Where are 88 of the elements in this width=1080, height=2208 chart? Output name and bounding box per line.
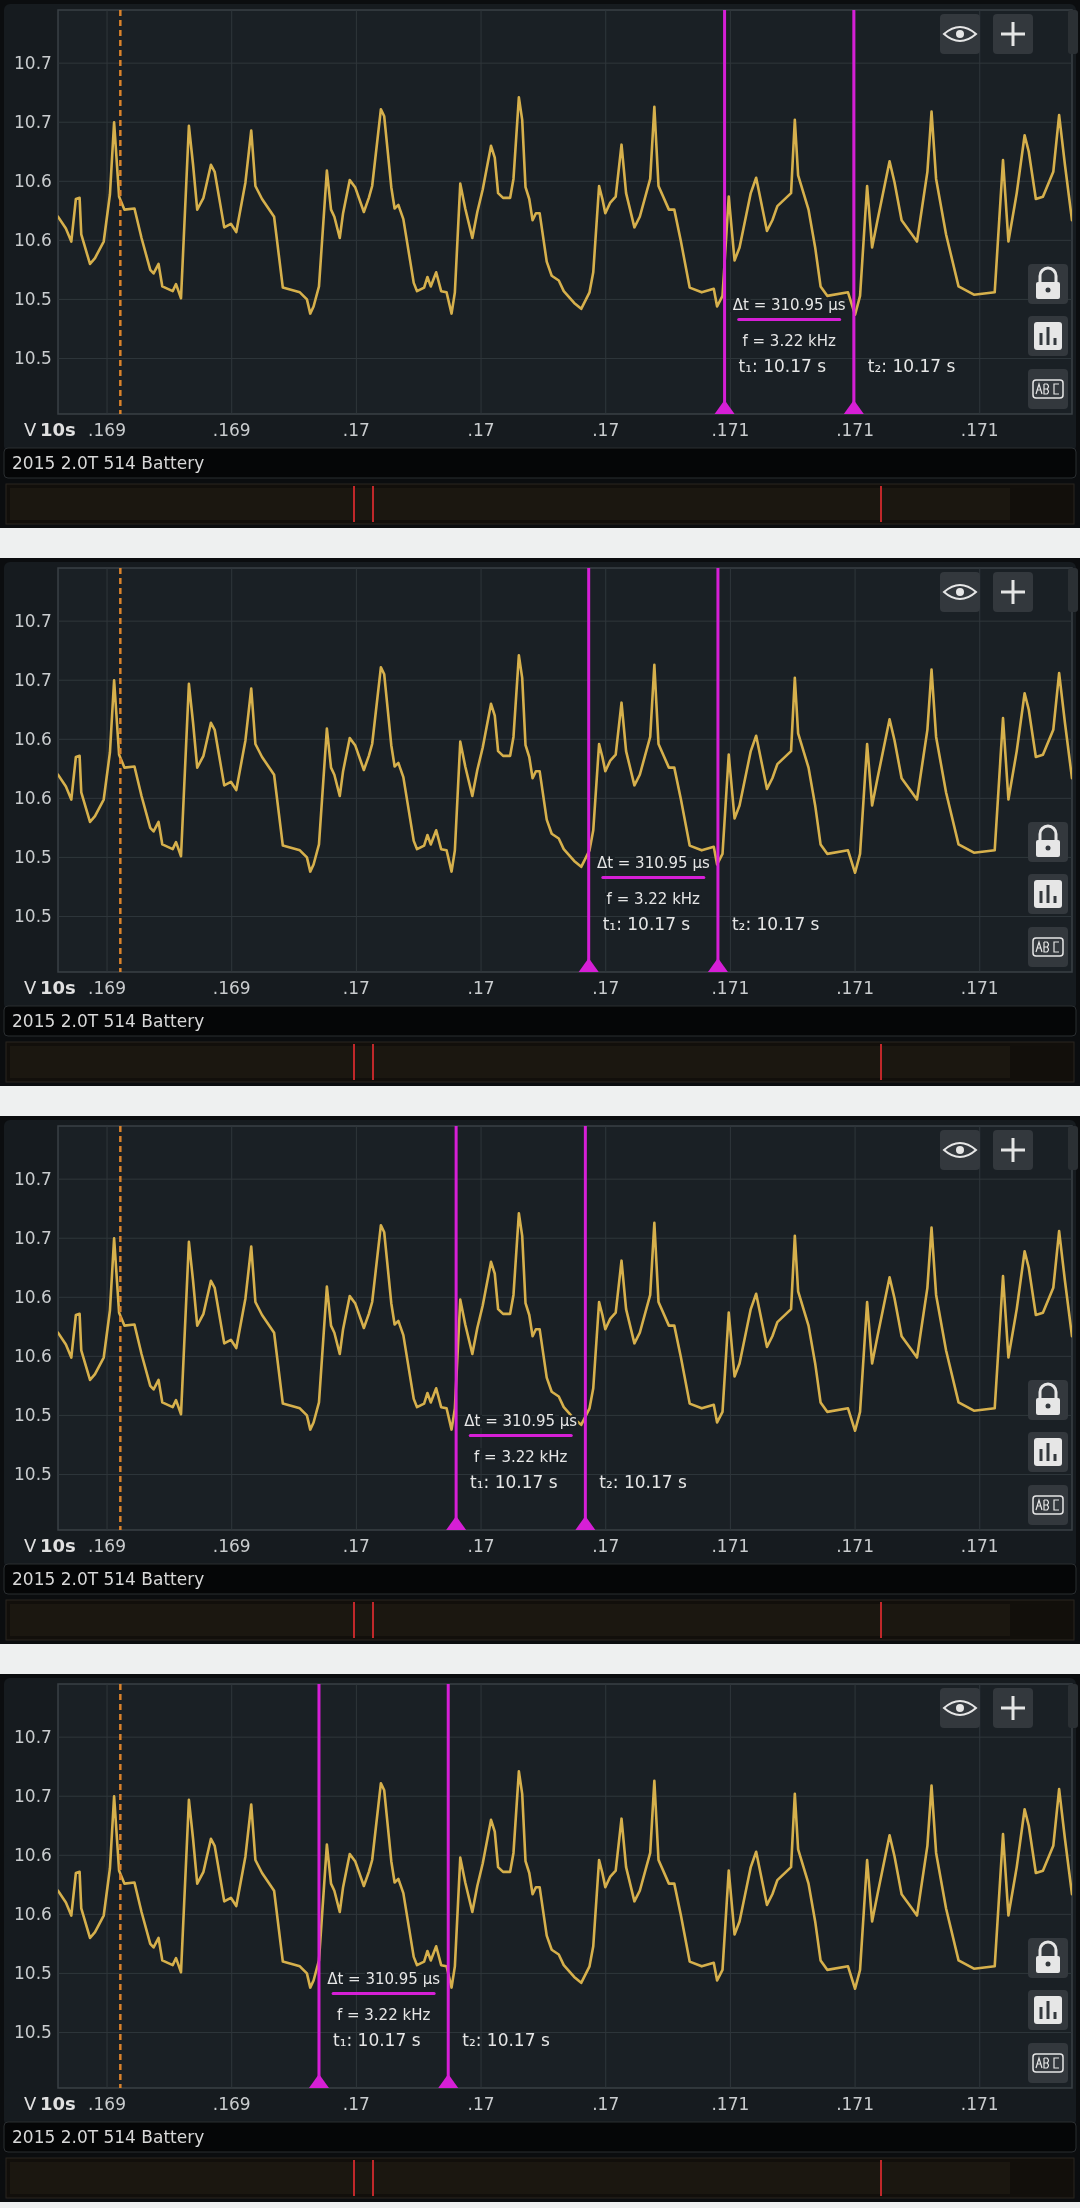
x-tick-label: .171 (960, 1536, 999, 1556)
annotation: f = 3.22 kHz (606, 890, 701, 908)
x-tick-label: .169 (88, 2094, 126, 2114)
y-tick-label: 10.5 (14, 348, 52, 369)
y-tick-label: 10.6 (14, 230, 52, 251)
x-tick-label: .171 (960, 420, 999, 440)
x-tick-label: .171 (711, 978, 750, 998)
y-axis-title: V (24, 977, 37, 998)
y-tick-label: 10.7 (14, 1169, 52, 1190)
line-series (58, 96, 1072, 317)
annotation: Δt = 310.95 µs (327, 1970, 441, 1988)
text: 2015 2.0T 514 Battery (12, 1011, 205, 1031)
annotation: t₂: 10.17 s (731, 914, 820, 934)
x-tick-label: .171 (836, 1536, 874, 1556)
x-tick-label: .17 (467, 1536, 495, 1556)
y-tick-label: 10.6 (14, 1845, 52, 1866)
x-tick-label: .17 (592, 1536, 620, 1556)
annotation: Δt = 310.95 µs (732, 296, 846, 314)
annotation: t₁: 10.17 s (738, 356, 827, 376)
y-tick-label: 10.7 (14, 53, 52, 74)
y-tick-label: 10.5 (14, 1405, 52, 1426)
y-tick-label: 10.6 (14, 729, 52, 750)
y-tick-label: 10.5 (14, 847, 52, 868)
text: 2015 2.0T 514 Battery (12, 453, 205, 473)
x-axis-title: 10s (40, 1535, 76, 1556)
y-tick-label: 10.6 (14, 1287, 52, 1308)
x-tick-label: .17 (467, 2094, 495, 2114)
y-tick-label: 10.7 (14, 1228, 52, 1249)
text: 2015 2.0T 514 Battery (12, 2127, 205, 2147)
x-tick-label: .17 (592, 978, 620, 998)
x-tick-label: .169 (212, 2094, 251, 2114)
line-series (58, 1770, 1072, 1991)
annotation: t₂: 10.17 s (599, 1472, 688, 1492)
line-series (58, 1212, 1072, 1433)
x-tick-label: .169 (88, 1536, 126, 1556)
x-tick-label: .169 (212, 420, 251, 440)
y-tick-label: 10.6 (14, 1346, 52, 1367)
x-tick-label: .171 (711, 1536, 750, 1556)
x-tick-label: .169 (88, 978, 126, 998)
annotation: f = 3.22 kHz (742, 332, 837, 350)
x-axis-title: 10s (40, 419, 76, 440)
x-tick-label: .171 (960, 978, 999, 998)
y-axis-title: V (24, 2093, 37, 2114)
x-tick-label: .171 (836, 2094, 874, 2114)
y-tick-label: 10.5 (14, 1464, 52, 1485)
x-tick-label: .171 (836, 978, 874, 998)
x-tick-label: .17 (467, 978, 495, 998)
x-tick-label: .17 (342, 978, 370, 998)
y-axis-title: V (24, 1535, 37, 1556)
y-tick-label: 10.5 (14, 906, 52, 927)
text: 2015 2.0T 514 Battery (12, 1569, 205, 1589)
x-tick-label: .169 (88, 420, 126, 440)
x-tick-label: .17 (342, 1536, 370, 1556)
x-axis-title: 10s (40, 977, 76, 998)
y-tick-label: 10.6 (14, 171, 52, 192)
x-axis-title: 10s (40, 2093, 76, 2114)
x-tick-label: .171 (960, 2094, 999, 2114)
x-tick-label: .17 (467, 420, 495, 440)
y-tick-label: 10.5 (14, 1963, 52, 1984)
annotation: f = 3.22 kHz (336, 2006, 431, 2024)
x-tick-label: .169 (212, 978, 251, 998)
y-axis-title: V (24, 419, 37, 440)
x-tick-label: .17 (342, 420, 370, 440)
y-tick-label: 10.5 (14, 2022, 52, 2043)
x-tick-label: .171 (711, 420, 750, 440)
y-tick-label: 10.7 (14, 1786, 52, 1807)
annotation: f = 3.22 kHz (474, 1448, 568, 1466)
x-tick-label: .171 (711, 2094, 750, 2114)
y-tick-label: 10.7 (14, 112, 52, 133)
x-tick-label: .171 (836, 420, 874, 440)
annotation: t₂: 10.17 s (462, 2030, 550, 2050)
y-tick-label: 10.7 (14, 1727, 52, 1748)
y-tick-label: 10.7 (14, 611, 52, 632)
annotation: t₁: 10.17 s (332, 2030, 421, 2050)
y-tick-label: 10.7 (14, 670, 52, 691)
annotation: Δt = 310.95 µs (596, 854, 710, 872)
y-tick-label: 10.6 (14, 788, 52, 809)
annotation: Δt = 310.95 µs (464, 1412, 578, 1430)
line-series (58, 654, 1072, 875)
annotation: t₁: 10.17 s (602, 914, 691, 934)
y-tick-label: 10.6 (14, 1904, 52, 1925)
x-tick-label: .17 (342, 2094, 370, 2114)
x-tick-label: .17 (592, 2094, 620, 2114)
x-tick-label: .169 (212, 1536, 251, 1556)
y-tick-label: 10.5 (14, 289, 52, 310)
annotation: t₂: 10.17 s (867, 356, 956, 376)
x-tick-label: .17 (592, 420, 620, 440)
annotation: t₁: 10.17 s (470, 1472, 558, 1492)
